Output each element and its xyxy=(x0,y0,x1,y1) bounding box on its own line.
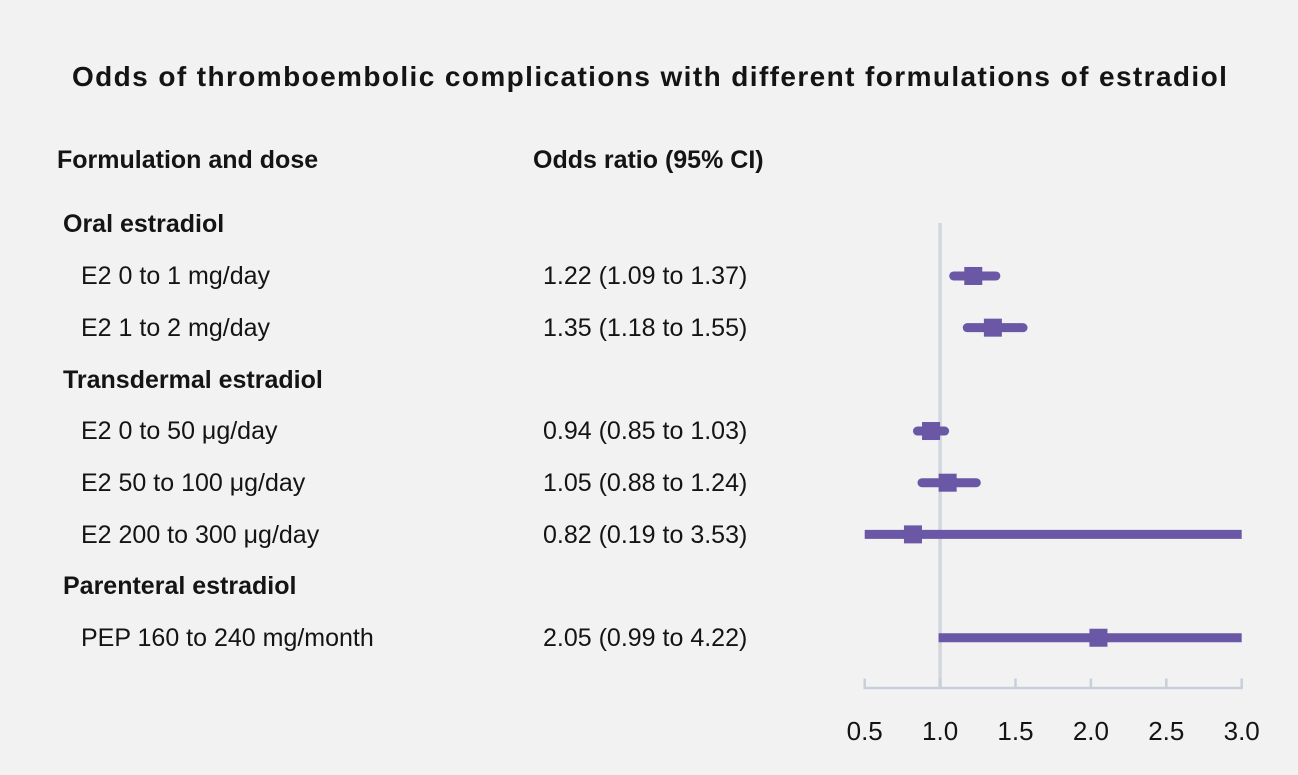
row-label-pep-160-240-mg: PEP 160 to 240 mg/month xyxy=(81,624,374,652)
axis-tick-label: 2.5 xyxy=(1148,716,1184,746)
or-marker xyxy=(938,473,957,492)
or-value-e2-0-1-mg: 1.22 (1.09 to 1.37) xyxy=(543,262,748,290)
or-marker xyxy=(983,318,1002,337)
group-label-oral-estradiol: Oral estradiol xyxy=(63,210,225,238)
axis-tick-label: 1.5 xyxy=(997,716,1033,746)
row-label-e2-200-300-ug: E2 200 to 300 μg/day xyxy=(81,521,320,549)
row-label-e2-0-1-mg: E2 0 to 1 mg/day xyxy=(81,262,271,290)
or-value-e2-50-100-ug: 1.05 (0.88 to 1.24) xyxy=(543,469,748,497)
axis-tick-label: 2.0 xyxy=(1073,716,1109,746)
or-value-pep-160-240-mg: 2.05 (0.99 to 4.22) xyxy=(543,624,748,652)
or-value-e2-200-300-ug: 0.82 (0.19 to 3.53) xyxy=(543,521,748,549)
or-marker xyxy=(964,266,983,285)
group-label-parenteral-estradiol: Parenteral estradiol xyxy=(63,572,297,600)
row-label-e2-0-50-ug: E2 0 to 50 μg/day xyxy=(81,417,278,445)
or-marker xyxy=(922,422,941,441)
row-label-e2-50-100-ug: E2 50 to 100 μg/day xyxy=(81,469,306,497)
group-label-transdermal-estradiol: Transdermal estradiol xyxy=(63,366,323,394)
or-marker xyxy=(1089,628,1108,647)
or-value-e2-1-2-mg: 1.35 (1.18 to 1.55) xyxy=(543,314,748,342)
column-header-formulation: Formulation and dose xyxy=(57,146,319,174)
or-marker xyxy=(903,525,922,544)
figure-title: Odds of thromboembolic complications wit… xyxy=(72,61,1229,92)
row-label-e2-1-2-mg: E2 1 to 2 mg/day xyxy=(81,314,271,342)
axis-tick-label: 1.0 xyxy=(922,716,958,746)
axis-tick-label: 0.5 xyxy=(847,716,883,746)
column-header-odds-ratio: Odds ratio (95% CI) xyxy=(533,146,764,174)
or-value-e2-0-50-ug: 0.94 (0.85 to 1.03) xyxy=(543,417,748,445)
axis-tick-label: 3.0 xyxy=(1224,716,1260,746)
